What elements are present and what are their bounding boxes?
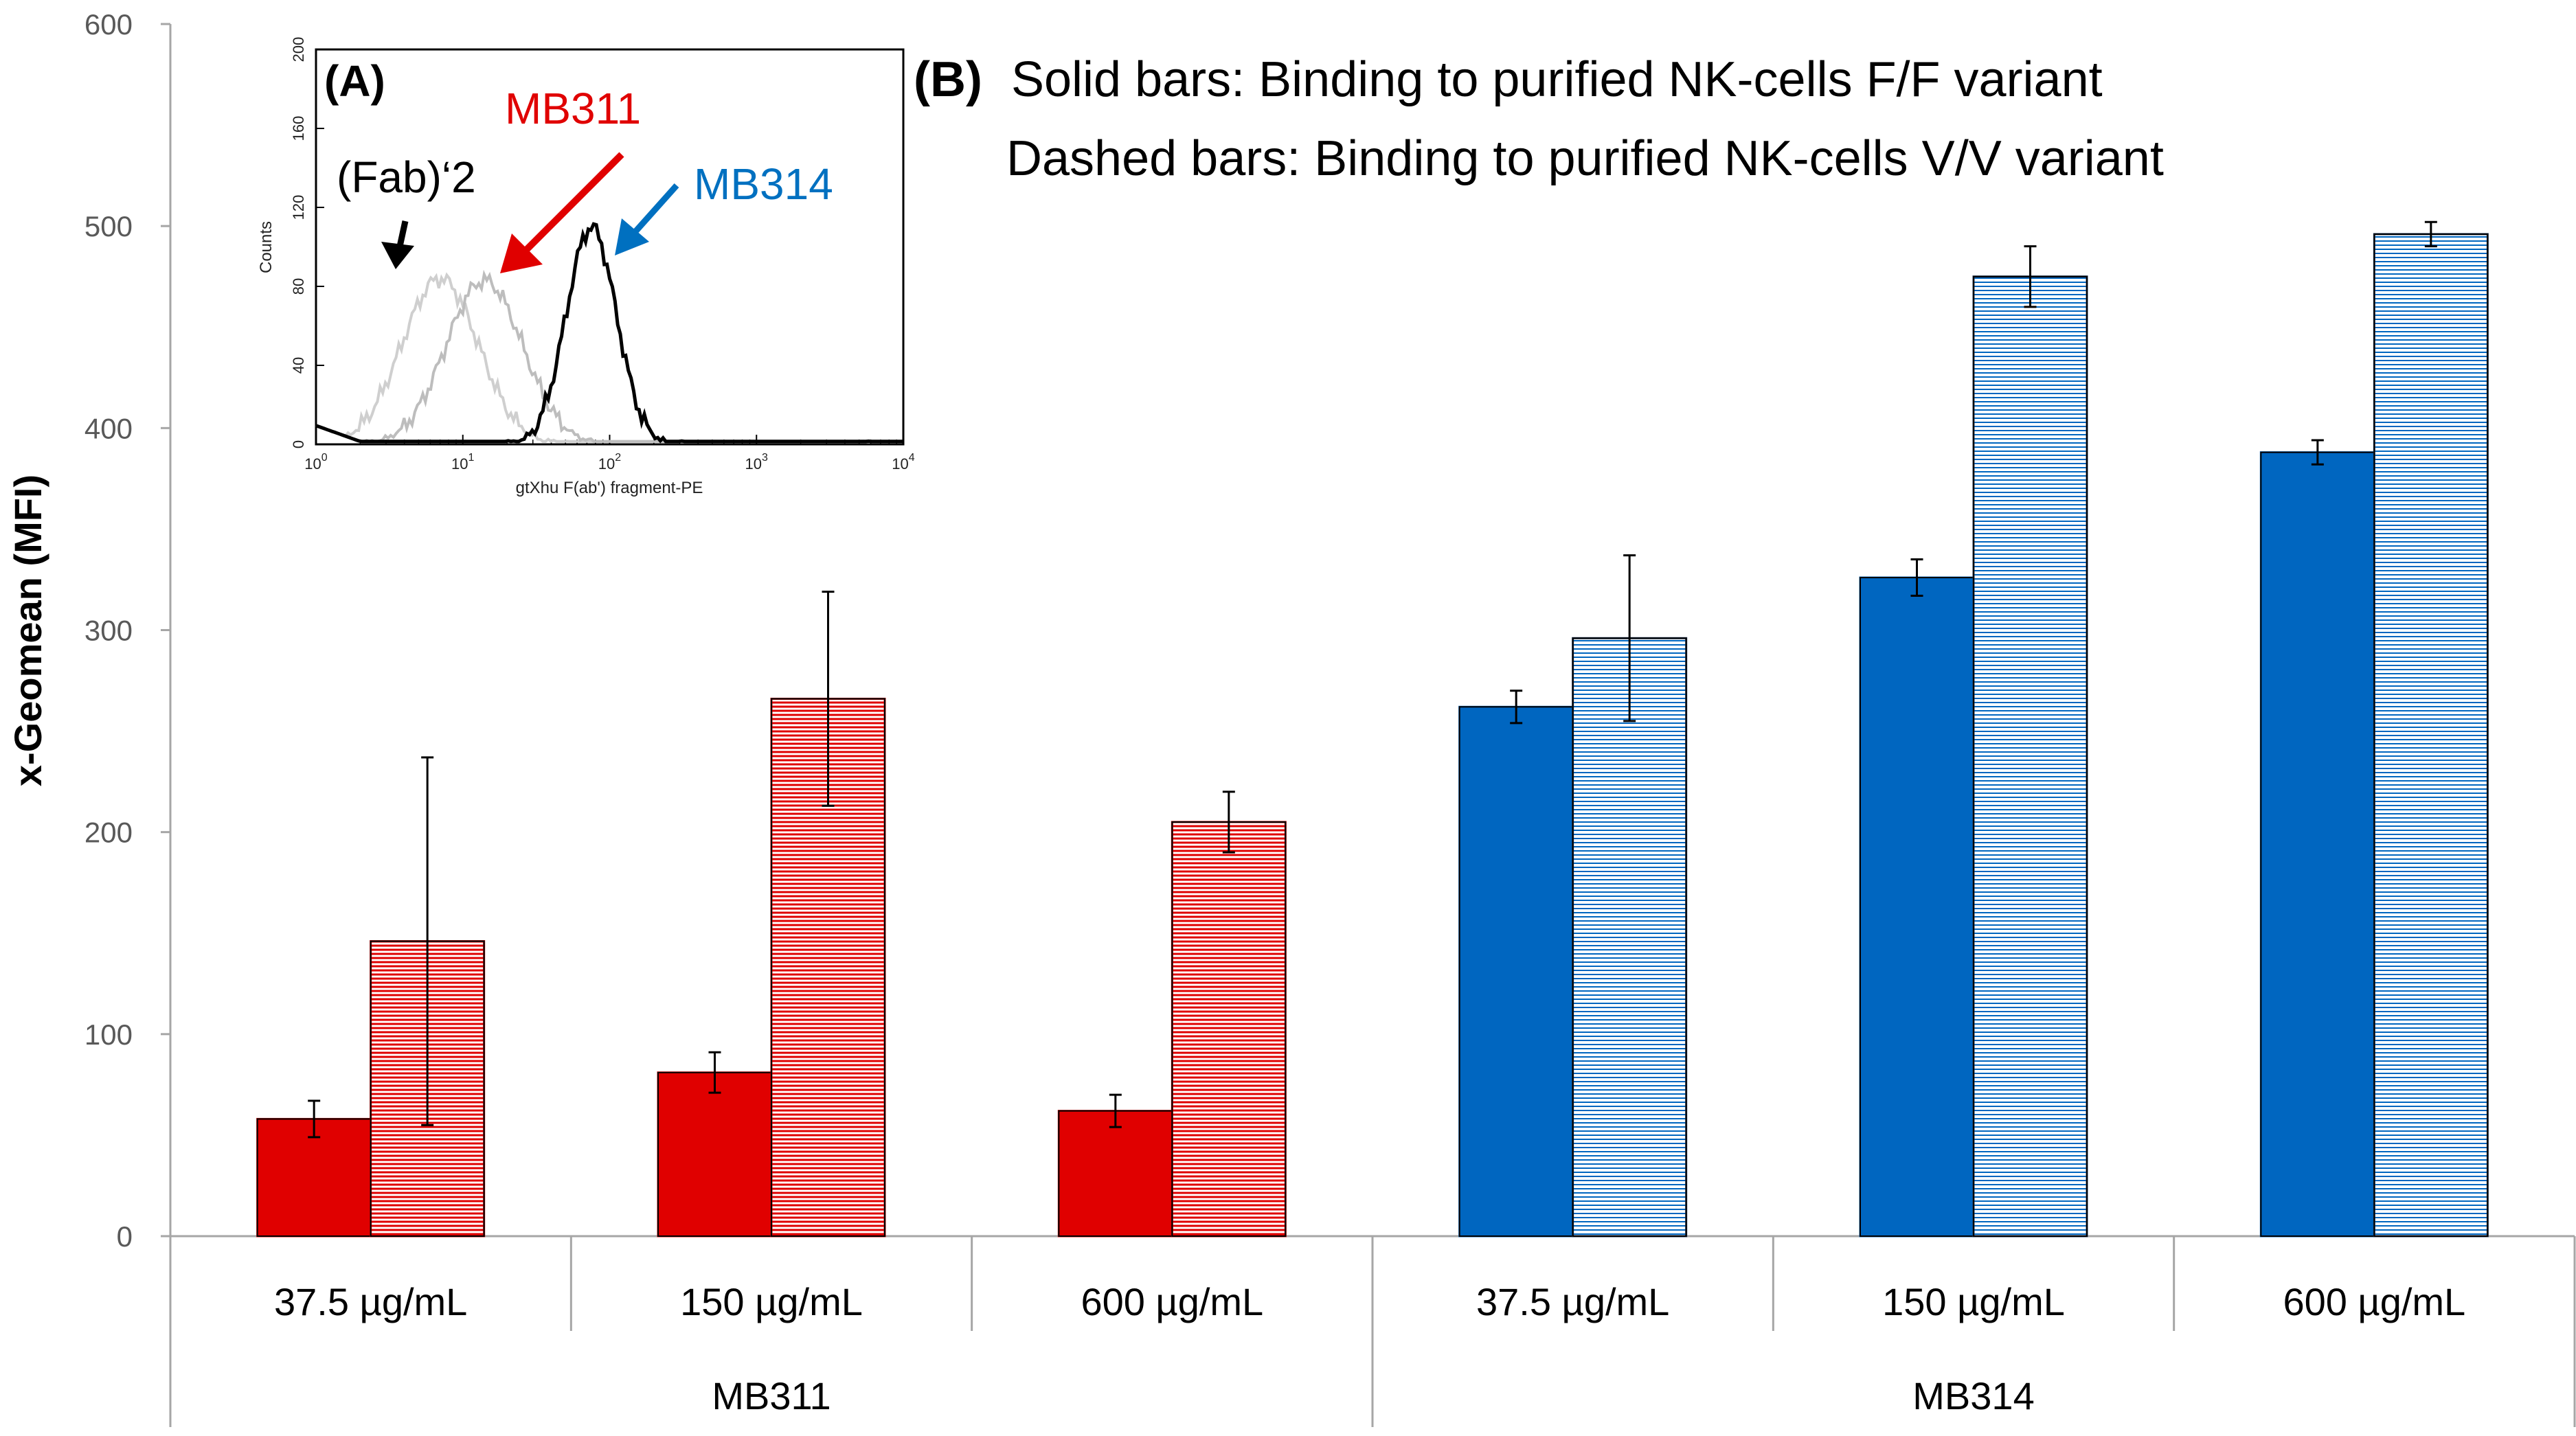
annotation-b-label: (B) xyxy=(914,52,982,107)
y-tick-group: 0 100 200 300 400 500 600 xyxy=(84,8,170,1253)
bar-dashed-5 xyxy=(1972,275,2088,1238)
inset-y-tick-label: 80 xyxy=(290,278,307,295)
x-category-label: 600 µg/mL xyxy=(1081,1280,1263,1323)
inset-x-tick-label: 104 xyxy=(892,452,914,472)
y-tick-label: 500 xyxy=(84,210,133,242)
y-tick-label: 0 xyxy=(117,1220,133,1253)
x-category-label: 37.5 µg/mL xyxy=(274,1280,467,1323)
inset-arrow-fab2 xyxy=(381,220,414,269)
bar-solid-5 xyxy=(1859,576,1975,1238)
x-divider-group xyxy=(169,1236,2576,1427)
bar-solid-6 xyxy=(2259,451,2375,1238)
inset-x-label: gtXhu F(ab') fragment-PE xyxy=(516,479,703,497)
inset-x-tick-label: 101 xyxy=(451,452,474,472)
inset-y-tick-label: 120 xyxy=(290,195,307,220)
x-category-label: 150 µg/mL xyxy=(1882,1280,2065,1323)
y-tick-label: 400 xyxy=(84,412,133,444)
inset-x-tick-label: 103 xyxy=(745,452,768,472)
inset-curve-group xyxy=(315,222,903,444)
inset-y-tick-label: 200 xyxy=(290,37,307,62)
inset-panel-label: (A) xyxy=(324,56,385,106)
y-tick-label: 300 xyxy=(84,615,133,647)
y-tick-label: 600 xyxy=(84,8,133,41)
inset-curve-3 xyxy=(315,222,903,444)
inset-arrow-mb314 xyxy=(615,183,679,255)
annotation-b-line-1: Solid bars: Binding to purified NK-cells… xyxy=(1011,52,2103,107)
y-tick-label: 200 xyxy=(84,817,133,849)
annotation-b: (B) Solid bars: Binding to purified NK-c… xyxy=(914,52,2103,107)
inset-x-tick-label: 100 xyxy=(304,452,327,472)
x-category-label: 600 µg/mL xyxy=(2283,1280,2465,1323)
inset-label-fab2: (Fab)‘2 xyxy=(337,152,476,202)
inset-y-tick-label: 40 xyxy=(290,357,307,374)
inset-x-tick-label: 102 xyxy=(598,452,621,472)
inset-arrow-mb311 xyxy=(500,152,624,273)
y-axis-label: x-Geomean (MFI) xyxy=(6,475,49,786)
bar-dashed-6 xyxy=(2373,233,2489,1238)
annotation-b-line-2: Dashed bars: Binding to purified NK-cell… xyxy=(1006,131,2164,186)
bar-solid-2 xyxy=(657,1071,773,1238)
inset-y-tick-label: 160 xyxy=(290,116,307,141)
inset-y-tick-label: 0 xyxy=(290,440,307,448)
bar-dashed-4 xyxy=(1572,637,1688,1238)
bar-dashed-3 xyxy=(1171,821,1287,1238)
y-tick-label: 100 xyxy=(84,1018,133,1051)
inset-y-label: Counts xyxy=(257,221,275,273)
x-category-label: 37.5 µg/mL xyxy=(1476,1280,1669,1323)
inset-label-mb311: MB311 xyxy=(505,84,641,133)
inset-frame xyxy=(315,48,905,446)
inset-label-mb314: MB314 xyxy=(694,159,833,209)
bar-solid-3 xyxy=(1057,1110,1173,1238)
bar-solid-4 xyxy=(1458,705,1574,1238)
inset-tick-group: 0 40 80 120 160 200 100 101 102 103 104 xyxy=(290,37,915,472)
x-category-label: 150 µg/mL xyxy=(680,1280,863,1323)
x-group-label: MB314 xyxy=(1912,1374,2034,1417)
x-label-group: 37.5 µg/mL 150 µg/mL 600 µg/mL 37.5 µg/mL 15… xyxy=(274,1280,2465,1417)
x-group-label: MB311 xyxy=(712,1374,831,1417)
inset-histogram: 0 40 80 120 160 200 100 101 102 103 104 Counts gtX… xyxy=(257,37,915,497)
bar-group xyxy=(256,220,2489,1238)
